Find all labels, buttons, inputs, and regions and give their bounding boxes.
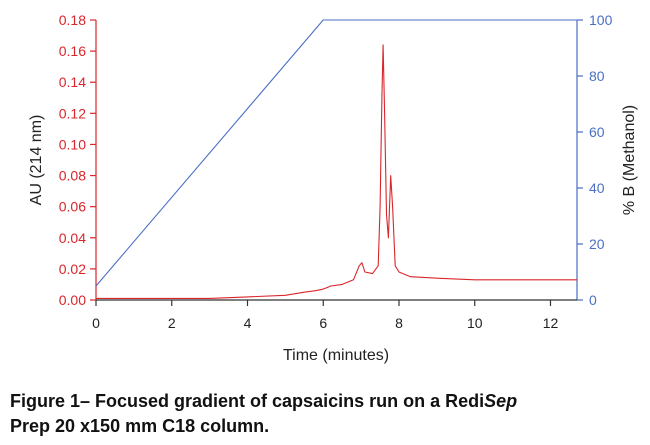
left-axis-ticks: 0.00 0.02 0.04 0.06 0.08 0.10 0.12 0.14 0.16 0.18	[59, 12, 96, 308]
right-tick-label: 40	[589, 180, 605, 196]
left-tick-label: 0.16	[59, 43, 86, 59]
left-tick-label: 0.04	[59, 230, 86, 246]
x-axis-ticks: 0 2 4 6 8 10 12	[92, 300, 558, 331]
right-axis-label: % B (Methanol)	[621, 105, 638, 215]
left-tick-label: 0.18	[59, 12, 86, 28]
caption-text-sep: Sep	[484, 391, 518, 411]
x-tick-label: 8	[395, 315, 403, 331]
left-tick-label: 0.10	[59, 136, 86, 152]
left-tick-label: 0.06	[59, 199, 86, 215]
caption-text-a: Figure 1– Focused gradient of capsaicins…	[10, 391, 485, 411]
x-tick-label: 12	[543, 315, 559, 331]
right-tick-label: 20	[589, 236, 605, 252]
x-axis-label: Time (minutes)	[283, 347, 389, 364]
left-tick-label: 0.00	[59, 292, 86, 308]
x-tick-label: 10	[467, 315, 483, 331]
left-tick-label: 0.12	[59, 105, 86, 121]
right-tick-label: 80	[589, 68, 605, 84]
left-axis-label: AU (214 nm)	[28, 115, 45, 206]
right-tick-label: 60	[589, 124, 605, 140]
x-tick-label: 2	[168, 315, 176, 331]
right-tick-label: 100	[589, 12, 613, 28]
right-tick-label: 0	[589, 292, 597, 308]
x-tick-label: 6	[319, 315, 327, 331]
caption-line-1: Figure 1– Focused gradient of capsaicins…	[10, 389, 640, 414]
series-layer	[95, 19, 577, 299]
absorbance-trace	[96, 44, 577, 299]
left-tick-label: 0.02	[59, 261, 86, 277]
x-tick-label: 0	[92, 315, 100, 331]
left-tick-label: 0.14	[59, 74, 86, 90]
left-tick-label: 0.08	[59, 168, 86, 184]
gradient-line	[95, 19, 577, 287]
right-axis-ticks: 0 20 40 60 80 100	[577, 12, 613, 308]
x-tick-label: 4	[244, 315, 252, 331]
caption-line-2: Prep 20 x150 mm C18 column.	[10, 416, 270, 436]
figure-caption: Figure 1– Focused gradient of capsaicins…	[10, 389, 640, 439]
